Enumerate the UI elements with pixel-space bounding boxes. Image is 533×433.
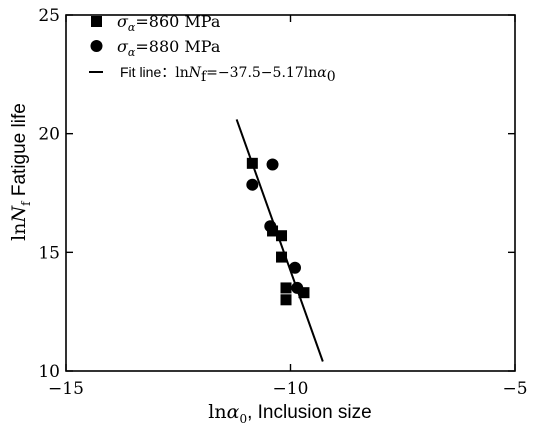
data-point-square — [276, 230, 288, 242]
legend-fit-sub1: f — [201, 69, 208, 85]
x-axis-label: lnα0, Inclusion size — [208, 401, 371, 426]
legend-860-sub: α — [128, 21, 136, 34]
legend-860-symbol: σ — [117, 12, 129, 31]
y-tick-label: 20 — [38, 125, 60, 145]
data-point-circle — [246, 178, 259, 191]
y-tick-label: 15 — [38, 243, 60, 263]
data-point-square — [298, 287, 310, 299]
legend-880-sub: α — [128, 46, 136, 59]
x-axis-label-prefix: ln — [208, 401, 226, 423]
legend-860-value: =860 MPa — [135, 12, 220, 31]
x-tick-label: −10 — [273, 379, 309, 399]
data-point-circle — [264, 220, 277, 233]
legend-fit-eq: =−37.5−5.17 — [206, 65, 304, 81]
legend-fit-sub2: 0 — [327, 69, 336, 85]
legend-marker-circle — [90, 40, 103, 52]
data-points — [246, 157, 310, 306]
y-axis-label: lnNf Fatigue life — [8, 103, 33, 241]
legend-entry-860: σα=860 MPa — [117, 12, 221, 34]
legend-880-value: =880 MPa — [135, 37, 220, 56]
x-axis-label-sub: 0 — [239, 412, 247, 426]
legend-880-symbol: σ — [117, 37, 129, 56]
y-axis-label-symbol: N — [8, 204, 30, 223]
legend-entry-fit: Fit line：lnNf=−37.5−5.17lnα0 — [120, 64, 336, 85]
y-axis-label-prefix: ln — [8, 222, 30, 240]
legend-fit-sym2: α — [317, 65, 327, 81]
legend-fit-sep: ： — [161, 65, 175, 81]
x-axis-label-suffix: , Inclusion size — [247, 402, 372, 423]
x-axis-label-symbol: α — [227, 401, 240, 423]
y-axis-label-suffix: Fatigue life — [9, 103, 30, 201]
legend-fit-label: Fit line — [120, 64, 161, 80]
legend-marker-square — [91, 16, 102, 27]
legend-fit-sym1: N — [188, 65, 202, 81]
data-point-square — [280, 282, 292, 294]
legend-entry-880: σα=880 MPa — [117, 37, 221, 59]
x-tick-label: −5 — [502, 379, 527, 399]
y-tick-label: 25 — [38, 6, 60, 26]
data-point-circle — [266, 158, 279, 171]
legend: σα=860 MPa σα=880 MPa Fit line：lnNf=−37.… — [89, 12, 336, 85]
y-tick-label: 10 — [38, 362, 60, 382]
legend-fit-ln1: ln — [175, 65, 189, 81]
data-point-square — [276, 251, 288, 263]
data-point-circle — [288, 261, 301, 274]
y-axis-label-sub: f — [19, 200, 33, 206]
data-point-square — [280, 294, 292, 306]
tick-labels: −15 −10 −5 10 15 20 25 — [38, 6, 527, 399]
legend-fit-ln2: ln — [304, 65, 318, 81]
data-point-square — [246, 157, 258, 169]
axis-ticks — [65, 14, 516, 372]
x-tick-label: −15 — [48, 379, 84, 399]
data-point-circle — [291, 281, 304, 294]
